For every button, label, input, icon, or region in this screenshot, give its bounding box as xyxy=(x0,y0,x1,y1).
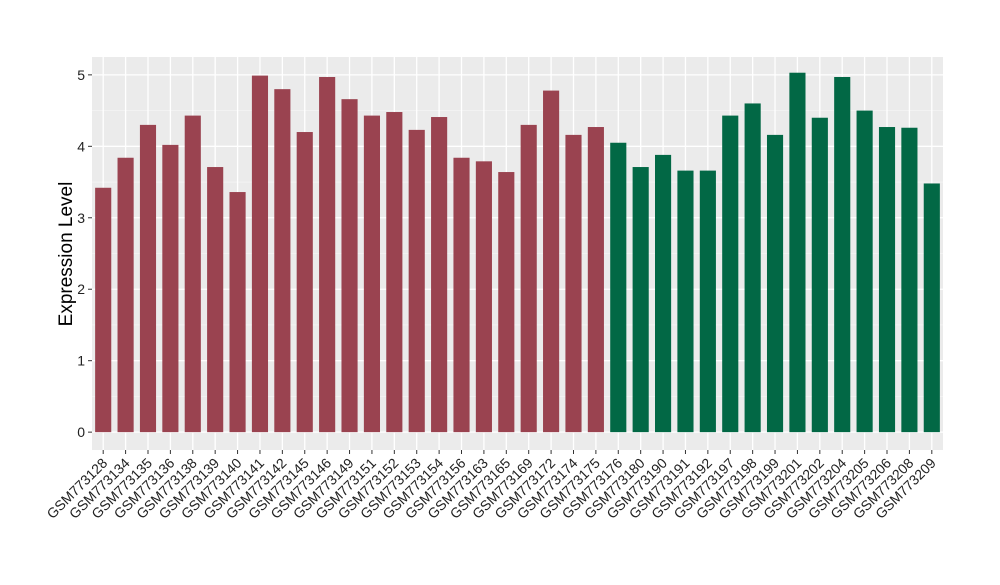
bar-GSM773169 xyxy=(520,124,537,433)
bars xyxy=(95,72,940,433)
bar-GSM773180 xyxy=(632,167,649,433)
bar-GSM773191 xyxy=(677,170,694,433)
y-axis: 0 1 2 3 4 5 xyxy=(77,67,92,440)
y-tick-label: 1 xyxy=(77,353,85,369)
bar-GSM773156 xyxy=(453,157,470,433)
y-tick-label: 3 xyxy=(77,210,85,226)
bar-GSM773138 xyxy=(184,115,201,433)
bar-GSM773206 xyxy=(878,127,896,433)
bar-GSM773139 xyxy=(207,167,224,433)
bar-GSM773135 xyxy=(139,124,157,433)
bar-GSM773199 xyxy=(766,134,784,433)
bar-GSM773209 xyxy=(923,183,940,433)
y-tick-label: 5 xyxy=(77,67,85,83)
bar-GSM773153 xyxy=(408,129,425,433)
y-tick-label: 0 xyxy=(77,424,85,440)
bar-GSM773174 xyxy=(565,134,582,433)
bar-GSM773152 xyxy=(386,112,403,433)
bar-GSM773201 xyxy=(789,72,806,433)
x-axis: GSM773128GSM773134GSM773135GSM773136GSM7… xyxy=(43,450,939,522)
bar-GSM773146 xyxy=(319,77,336,433)
bar-GSM773154 xyxy=(431,117,448,433)
bar-GSM773190 xyxy=(655,154,672,433)
bar-GSM773141 xyxy=(251,75,269,433)
bar-GSM773172 xyxy=(543,90,560,433)
bar-GSM773202 xyxy=(811,117,828,433)
bar-GSM773208 xyxy=(901,127,918,433)
bar-GSM773198 xyxy=(744,103,761,433)
bar-GSM773192 xyxy=(699,170,716,433)
y-axis-title: Expression Level xyxy=(56,182,77,327)
bar-GSM773140 xyxy=(229,192,246,433)
bar-GSM773205 xyxy=(856,110,873,433)
bar-GSM773145 xyxy=(296,132,313,433)
bar-GSM773151 xyxy=(363,115,380,433)
bar-GSM773142 xyxy=(274,89,291,433)
bar-GSM773136 xyxy=(162,144,179,433)
bar-GSM773204 xyxy=(834,77,851,433)
bar-GSM773165 xyxy=(498,172,515,433)
bar-GSM773197 xyxy=(722,115,739,433)
bar-GSM773149 xyxy=(341,99,358,433)
bar-GSM773176 xyxy=(610,142,627,433)
bar-GSM773163 xyxy=(475,161,492,433)
bar-GSM773175 xyxy=(587,127,604,433)
bar-GSM773134 xyxy=(117,157,134,433)
bar-GSM773128 xyxy=(95,187,112,433)
y-tick-label: 4 xyxy=(77,138,85,154)
y-tick-label: 2 xyxy=(77,281,85,297)
